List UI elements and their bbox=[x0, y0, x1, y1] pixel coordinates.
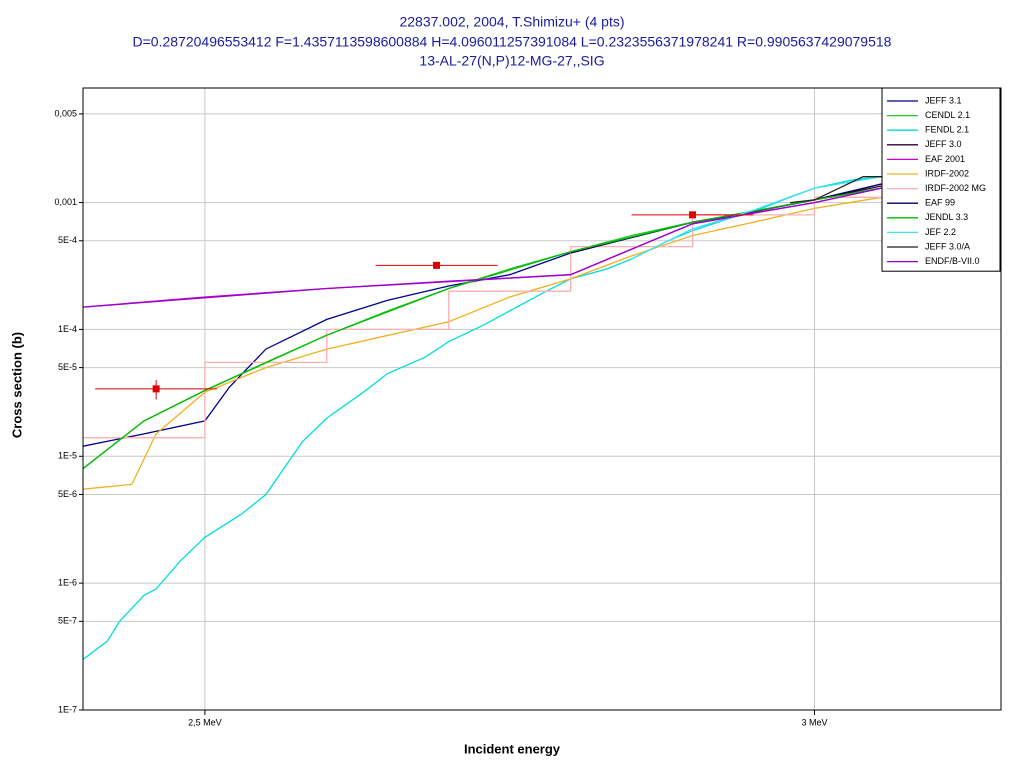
legend-label: JEF 2.2 bbox=[925, 227, 956, 237]
data-point bbox=[152, 385, 160, 393]
plot-frame bbox=[82, 87, 1002, 711]
legend-label: ENDF/B-VII.0 bbox=[925, 256, 980, 266]
y-tick-label: 1E-6 bbox=[58, 578, 77, 588]
y-tick-label: 5E-6 bbox=[58, 489, 77, 499]
legend-label: CENDL 2.1 bbox=[925, 110, 970, 120]
y-axis-label: Cross section (b) bbox=[9, 332, 24, 438]
legend-label: IRDF-2002 bbox=[925, 168, 969, 178]
legend-box bbox=[881, 87, 1001, 272]
legend-label: JEFF 3.0/A bbox=[925, 241, 970, 251]
y-tick-label: 5E-7 bbox=[58, 616, 77, 626]
plot-area bbox=[83, 88, 1001, 710]
legend: JEFF 3.1 CENDL 2.1 FENDL 2.1 JEFF 3.0 EAF 20… bbox=[881, 87, 1001, 272]
legend-label: JEFF 3.0 bbox=[925, 139, 962, 149]
series-line bbox=[83, 196, 882, 490]
y-tick-label: 1E-4 bbox=[58, 324, 77, 334]
data-point bbox=[433, 261, 441, 269]
x-axis-label: Incident energy bbox=[464, 741, 561, 756]
legend-label: JENDL 3.3 bbox=[925, 212, 968, 222]
legend-label: EAF 99 bbox=[925, 198, 955, 208]
series-line bbox=[83, 196, 882, 439]
y-tick-label: 5E-4 bbox=[58, 235, 77, 245]
chart-subtitle: 13-AL-27(N,P)12-MG-27,,SIG bbox=[419, 53, 604, 69]
legend-label: EAF 2001 bbox=[925, 154, 965, 164]
y-tick-label: 0,005 bbox=[54, 108, 77, 118]
legend-label: IRDF-2002 MG bbox=[925, 183, 986, 193]
series-line bbox=[83, 187, 882, 470]
x-tick-label: 3 MeV bbox=[801, 717, 827, 727]
y-tick-label: 0,001 bbox=[54, 197, 77, 207]
y-tick-label: 1E-7 bbox=[58, 704, 77, 714]
data-point bbox=[689, 211, 697, 219]
chart-subtitle: D=0.28720496553412 F=1.4357113598600884 … bbox=[133, 34, 892, 50]
legend-label: FENDL 2.1 bbox=[925, 125, 969, 135]
legend-label: JEFF 3.1 bbox=[925, 95, 962, 105]
x-tick-label: 2,5 MeV bbox=[188, 717, 222, 727]
y-tick-label: 5E-5 bbox=[58, 362, 77, 372]
y-tick-label: 1E-5 bbox=[58, 451, 77, 461]
chart-title: 22837.002, 2004, T.Shimizu+ (4 pts) bbox=[399, 14, 624, 30]
series-line bbox=[631, 176, 882, 260]
series-line bbox=[790, 176, 882, 204]
series-line bbox=[83, 187, 882, 308]
